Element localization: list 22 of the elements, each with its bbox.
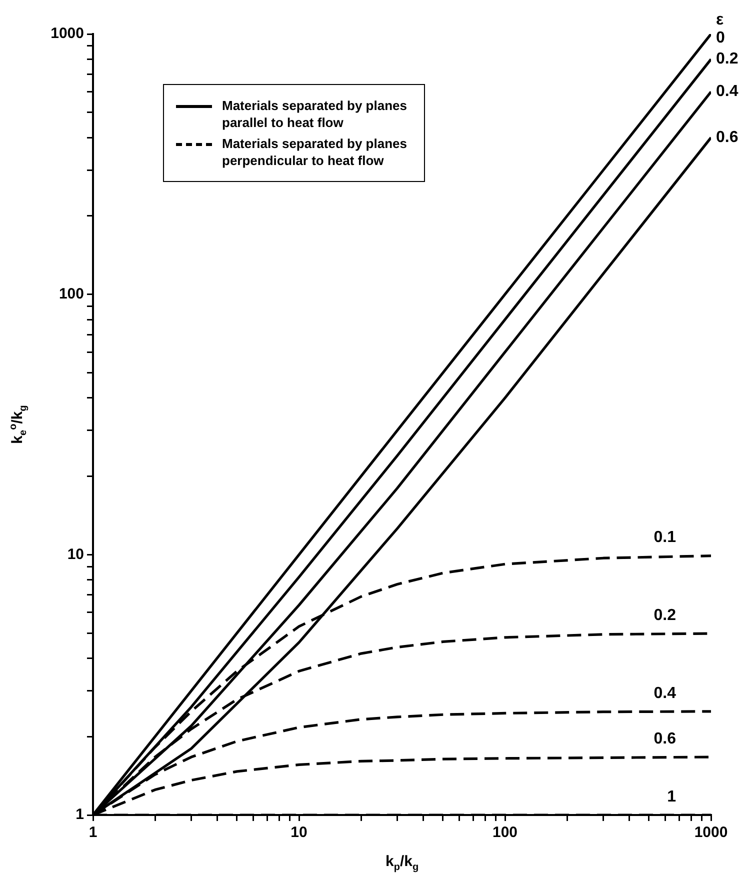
series-label: 1 <box>667 788 676 806</box>
series-label: 0.1 <box>654 529 676 546</box>
series-label: 0.2 <box>654 606 676 624</box>
series-label: 0.6 <box>654 730 676 748</box>
y-tick-label: 1000 <box>50 25 84 42</box>
series-label: 0.4 <box>654 684 676 702</box>
y-tick-label: 10 <box>67 546 84 563</box>
y-tick-label: 100 <box>58 285 84 302</box>
key-box: Materials separated by planes parallel to heat flow Materials separated by planes perpendicular to heat flow <box>163 84 425 182</box>
series-label: 0.4 <box>716 83 738 100</box>
x-tick-label: 100 <box>492 824 518 842</box>
annotation: Materials separated by planes perpendicular to heat flow <box>222 135 408 169</box>
text: ε <box>716 11 724 28</box>
series-label: 0 <box>716 29 725 46</box>
x-tick-label: 1000 <box>694 824 728 842</box>
x-tick-label: 1 <box>88 824 98 842</box>
series-label: 0.6 <box>716 129 738 146</box>
annotation: Materials separated by planes parallel to heat flow <box>222 97 408 131</box>
y-tick-label: 1 <box>76 806 84 824</box>
x-tick-label: 10 <box>290 824 308 842</box>
x-axis-title: k$_{p}$/k$_{g}$ <box>386 853 419 873</box>
series-label: 0.2 <box>716 50 738 68</box>
